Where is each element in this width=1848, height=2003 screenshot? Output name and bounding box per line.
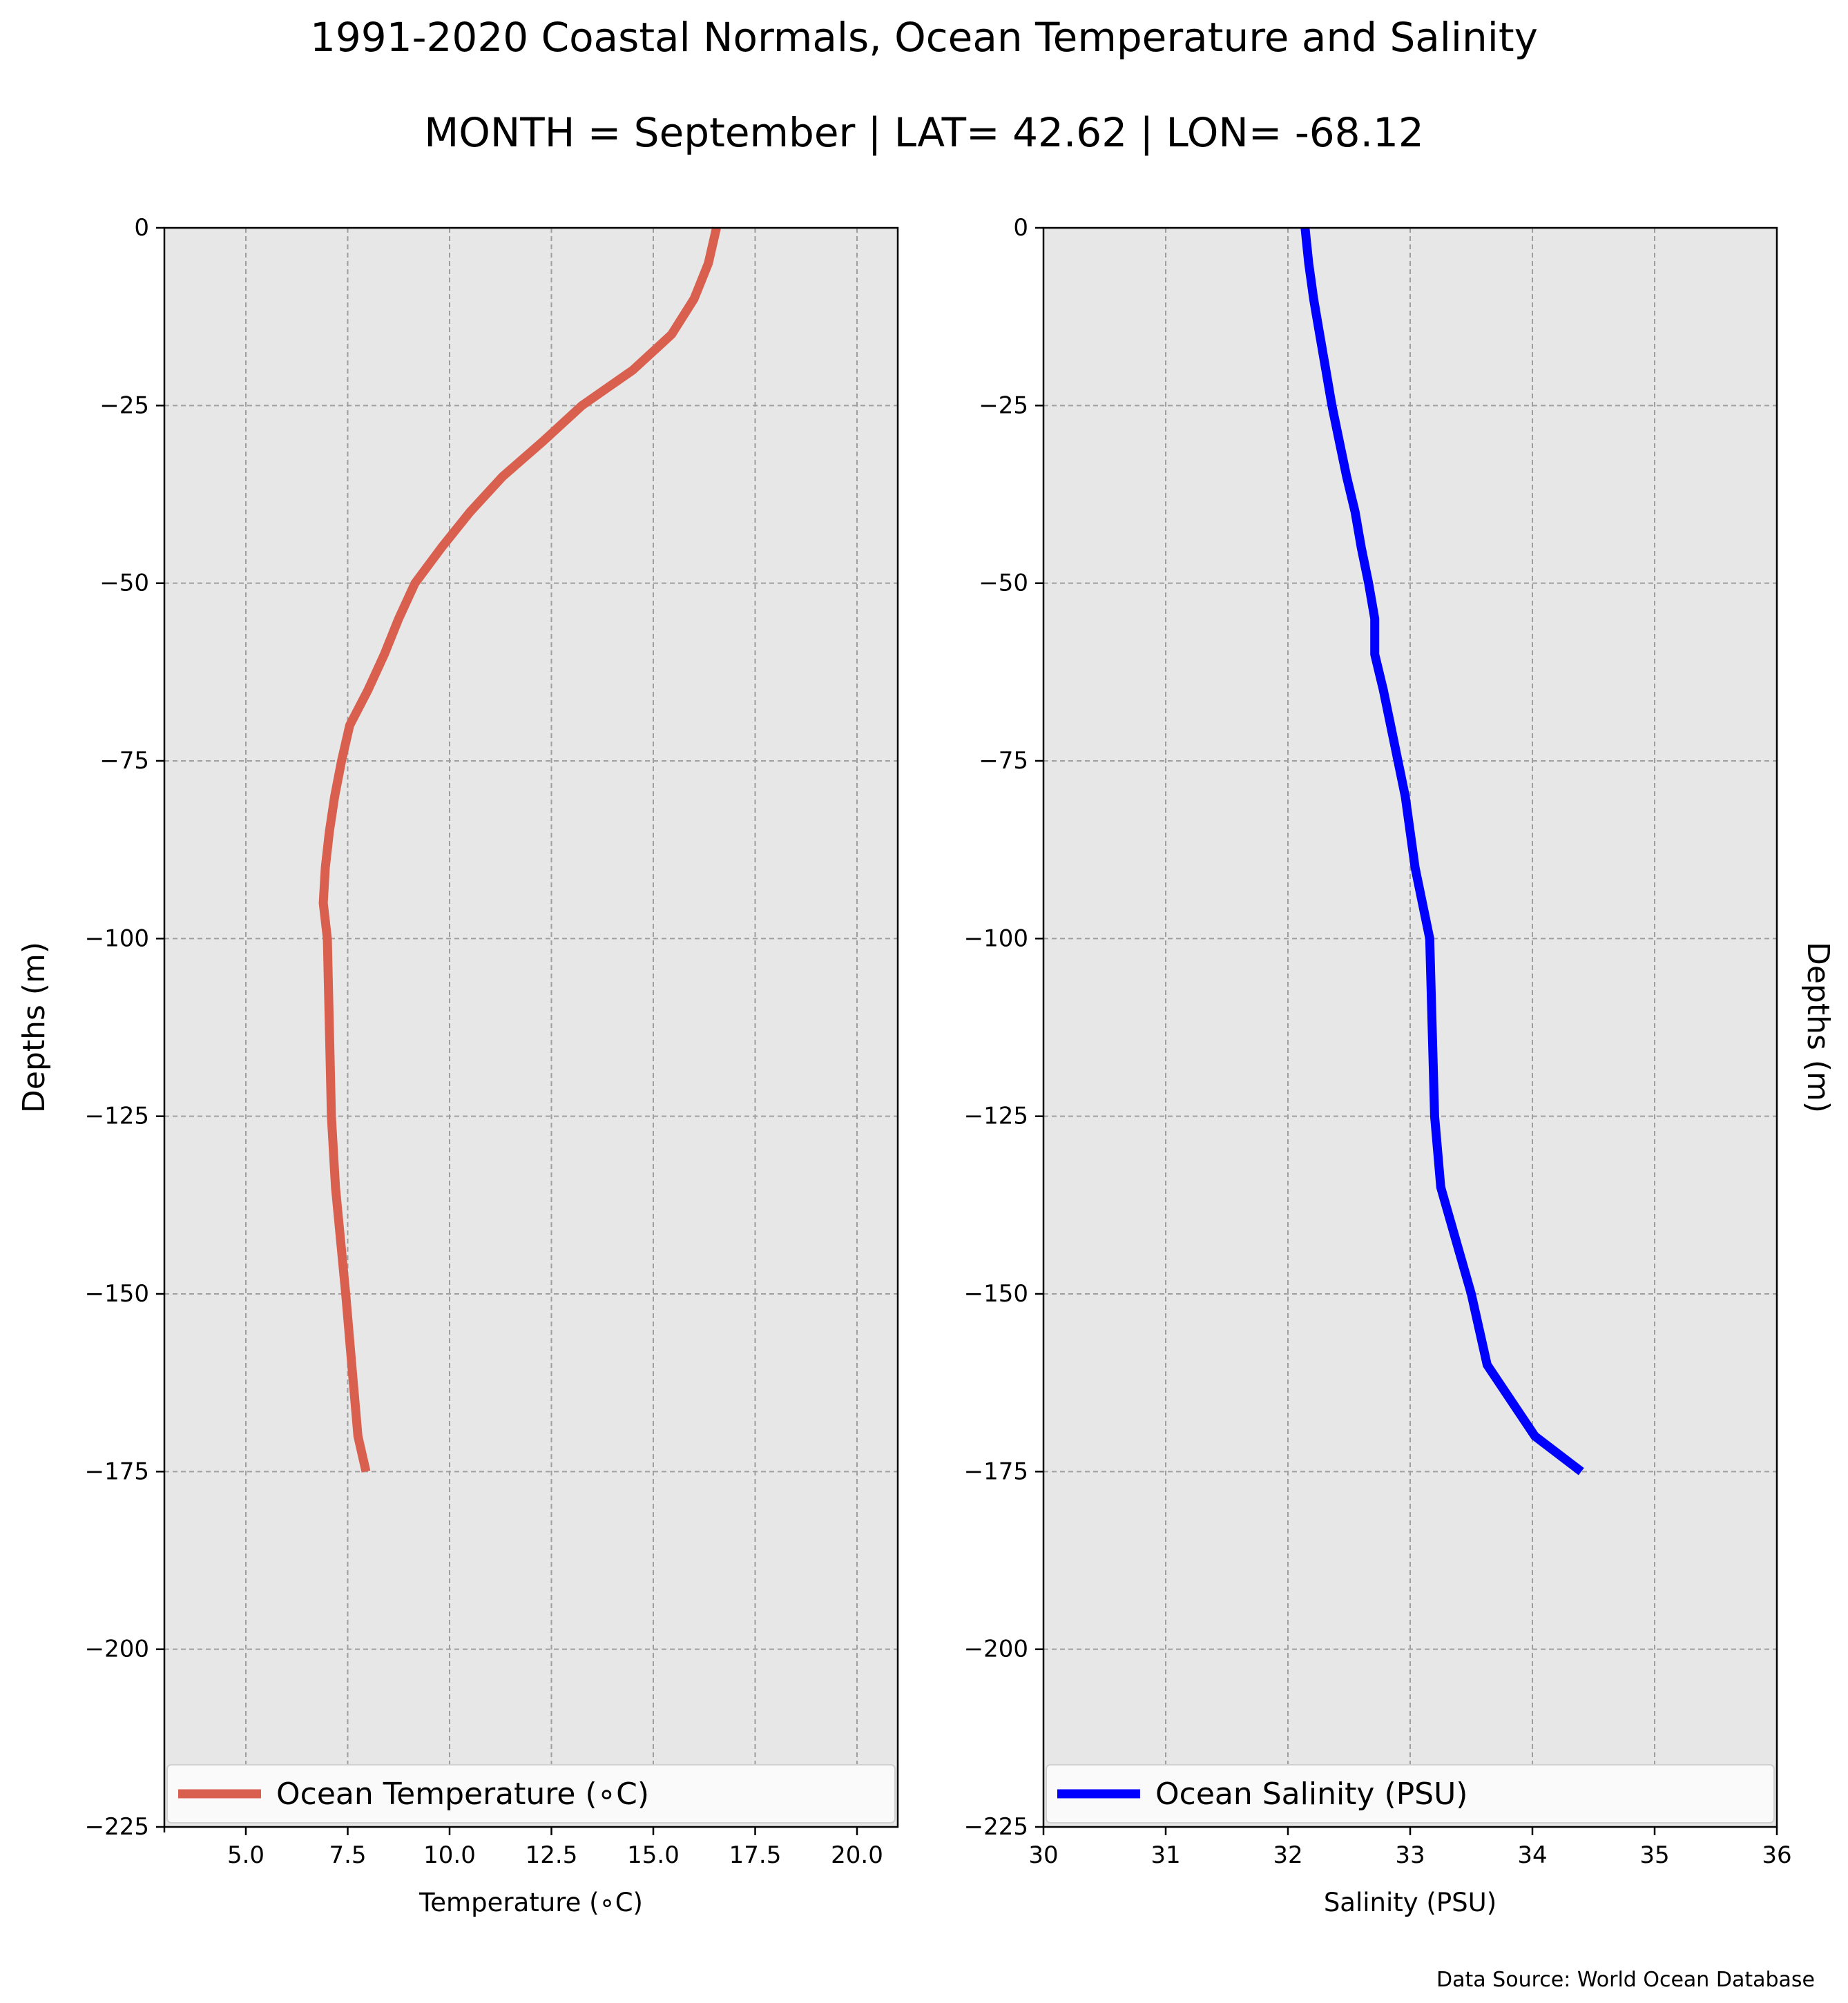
y-tick-label: −25	[979, 391, 1028, 419]
legend-box	[166, 1764, 896, 1823]
temperature-panel: 0 −25 −50 −75 −100 −125 −150 −175 −200 −225 5.0 7.5…	[17, 214, 899, 1917]
legend-box	[1046, 1764, 1775, 1823]
y-tick-label: −150	[85, 1280, 149, 1308]
y-tick-label: −100	[964, 925, 1028, 952]
y-tick-label: −225	[964, 1813, 1028, 1841]
chart-subtitle: MONTH = September | LAT= 42.62 | LON= -6…	[424, 109, 1424, 156]
y-tick-label: −150	[964, 1280, 1028, 1308]
x-tick-label: 30	[1028, 1841, 1058, 1869]
x-tick-label: 32	[1273, 1841, 1302, 1869]
legend-label: Ocean Salinity (PSU)	[1155, 1777, 1467, 1812]
y-tick-label: −125	[85, 1103, 149, 1130]
y-tick-label: −75	[979, 747, 1028, 775]
y-tick-label: −200	[964, 1636, 1028, 1663]
y-tick-label: −175	[964, 1458, 1028, 1485]
y-tick-label: −50	[99, 570, 149, 597]
axes-frame	[163, 226, 899, 1828]
y-tick-label: −100	[85, 925, 149, 952]
y-tick-label: −25	[99, 391, 149, 419]
x-tick-label: 17.5	[729, 1841, 782, 1869]
x-tick-label: 7.5	[329, 1841, 366, 1869]
x-tick-label: 33	[1395, 1841, 1425, 1869]
y-tick-label: −75	[99, 747, 149, 775]
y-tick-label: −50	[979, 570, 1028, 597]
y-tick-label: 0	[1013, 214, 1028, 242]
x-tick-label: 10.0	[423, 1841, 476, 1869]
y-axis-label: Depths (m)	[17, 942, 52, 1113]
y-tick-label: −225	[85, 1813, 149, 1841]
y-tick-label: −200	[85, 1636, 149, 1663]
legend: Ocean Temperature (∘C)	[166, 1764, 896, 1823]
plot-area	[164, 228, 898, 1827]
legend: Ocean Salinity (PSU)	[1046, 1764, 1775, 1823]
legend-label: Ocean Temperature (∘C)	[276, 1777, 649, 1812]
x-tick-label: 35	[1639, 1841, 1669, 1869]
x-tick-label: 31	[1151, 1841, 1180, 1869]
y-axis-label-right: Depths (m)	[1800, 942, 1836, 1113]
x-tick-label: 34	[1517, 1841, 1547, 1869]
x-tick-label: 15.0	[627, 1841, 680, 1869]
x-tick-label: 20.0	[831, 1841, 883, 1869]
chart-title: 1991-2020 Coastal Normals, Ocean Tempera…	[310, 14, 1538, 61]
x-axis-label: Salinity (PSU)	[1324, 1888, 1496, 1917]
y-tick-label: −125	[964, 1103, 1028, 1130]
series-line-salinity	[1300, 227, 1584, 1475]
data-source-note: Data Source: World Ocean Database	[1436, 1968, 1815, 1992]
series-line-temperature	[318, 226, 721, 1473]
y-tick-label: 0	[134, 214, 149, 242]
x-tick-label: 12.5	[526, 1841, 578, 1869]
axes-frame	[1042, 226, 1778, 1828]
x-tick-label: 36	[1762, 1841, 1791, 1869]
x-axis-label: Temperature (∘C)	[418, 1888, 643, 1917]
x-tick-label: 5.0	[227, 1841, 264, 1869]
y-tick-label: −175	[85, 1458, 149, 1485]
